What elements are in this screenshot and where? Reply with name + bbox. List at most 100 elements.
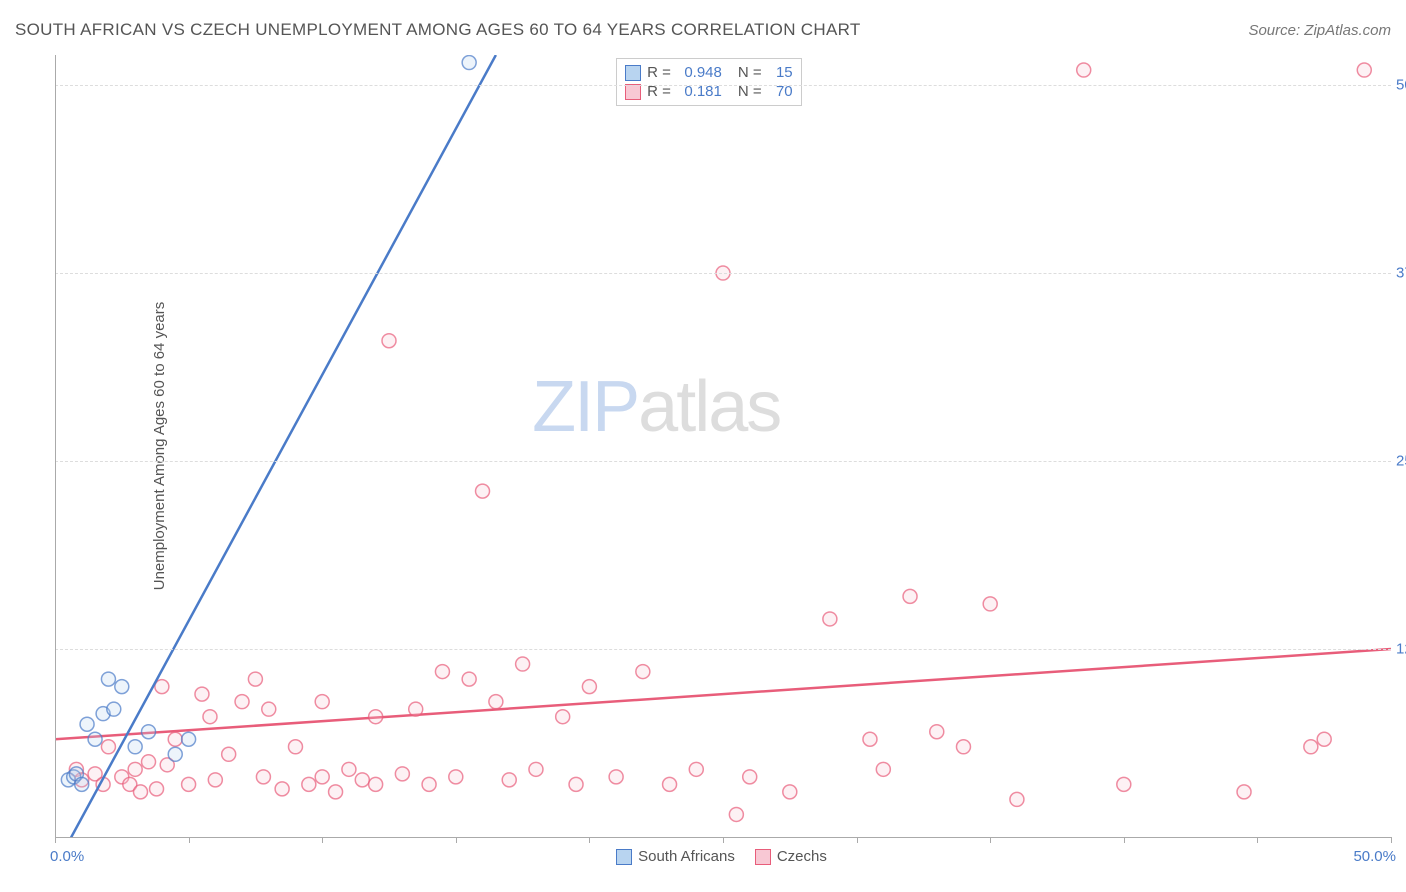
data-point-czechs	[956, 740, 970, 754]
data-point-czechs	[476, 484, 490, 498]
data-point-czechs	[409, 702, 423, 716]
data-point-czechs	[369, 777, 383, 791]
data-point-south-africans	[101, 672, 115, 686]
data-point-czechs	[449, 770, 463, 784]
data-point-czechs	[355, 773, 369, 787]
data-point-czechs	[636, 665, 650, 679]
data-point-south-africans	[128, 740, 142, 754]
source-attribution: Source: ZipAtlas.com	[1248, 22, 1391, 39]
y-tick-label: 12.5%	[1396, 641, 1406, 658]
grid-line	[55, 649, 1391, 650]
data-point-czechs	[342, 762, 356, 776]
trendline-south-africans	[55, 55, 496, 837]
data-point-czechs	[823, 612, 837, 626]
data-point-czechs	[1077, 63, 1091, 77]
y-tick-label: 37.5%	[1396, 265, 1406, 282]
bottom-legend: South Africans Czechs	[616, 848, 827, 865]
data-point-czechs	[930, 725, 944, 739]
data-point-czechs	[128, 762, 142, 776]
data-point-czechs	[556, 710, 570, 724]
data-point-czechs	[262, 702, 276, 716]
data-point-czechs	[329, 785, 343, 799]
n-label: N =	[738, 64, 762, 81]
data-point-czechs	[369, 710, 383, 724]
data-point-czechs	[168, 732, 182, 746]
data-point-czechs	[101, 740, 115, 754]
y-tick-label: 50.0%	[1396, 77, 1406, 94]
data-point-czechs	[529, 762, 543, 776]
correlation-stats-box: R = 0.948 N = 15 R = 0.181 N = 70	[616, 58, 802, 106]
data-point-czechs	[516, 657, 530, 671]
data-point-czechs	[1117, 777, 1131, 791]
data-point-czechs	[1304, 740, 1318, 754]
data-point-czechs	[1317, 732, 1331, 746]
grid-line	[55, 273, 1391, 274]
legend-label-south-africans: South Africans	[638, 848, 735, 865]
r-label: R =	[647, 64, 671, 81]
swatch-south-africans	[625, 65, 641, 81]
data-point-south-africans	[107, 702, 121, 716]
data-point-south-africans	[115, 680, 129, 694]
data-point-czechs	[134, 785, 148, 799]
data-point-czechs	[150, 782, 164, 796]
data-point-czechs	[315, 770, 329, 784]
swatch-czechs	[755, 849, 771, 865]
data-point-czechs	[582, 680, 596, 694]
data-point-czechs	[302, 777, 316, 791]
n-value-south-africans: 15	[768, 64, 793, 81]
data-point-czechs	[1237, 785, 1251, 799]
data-point-czechs	[235, 695, 249, 709]
data-point-czechs	[195, 687, 209, 701]
data-point-czechs	[315, 695, 329, 709]
swatch-south-africans	[616, 849, 632, 865]
grid-line	[55, 85, 1391, 86]
data-point-czechs	[275, 782, 289, 796]
data-point-south-africans	[88, 732, 102, 746]
data-point-czechs	[462, 672, 476, 686]
data-point-south-africans	[462, 56, 476, 70]
data-point-czechs	[876, 762, 890, 776]
data-point-south-africans	[168, 747, 182, 761]
chart-container: ZIPatlas R = 0.948 N = 15 R = 0.181 N = …	[55, 55, 1391, 837]
data-point-czechs	[182, 777, 196, 791]
data-point-czechs	[395, 767, 409, 781]
data-point-czechs	[489, 695, 503, 709]
data-point-south-africans	[142, 725, 156, 739]
data-point-czechs	[903, 589, 917, 603]
y-axis-line	[55, 55, 56, 837]
data-point-czechs	[863, 732, 877, 746]
chart-title: SOUTH AFRICAN VS CZECH UNEMPLOYMENT AMON…	[15, 20, 861, 40]
x-axis-min-label: 0.0%	[50, 848, 84, 865]
grid-line	[55, 461, 1391, 462]
r-value-south-africans: 0.948	[677, 64, 722, 81]
y-tick-label: 25.0%	[1396, 453, 1406, 470]
trendline-czechs	[55, 649, 1391, 739]
data-point-south-africans	[80, 717, 94, 731]
data-point-czechs	[422, 777, 436, 791]
data-point-czechs	[502, 773, 516, 787]
data-point-south-africans	[182, 732, 196, 746]
data-point-czechs	[729, 807, 743, 821]
data-point-czechs	[142, 755, 156, 769]
stats-row-south-africans: R = 0.948 N = 15	[625, 63, 793, 82]
data-point-czechs	[569, 777, 583, 791]
plot-area: ZIPatlas R = 0.948 N = 15 R = 0.181 N = …	[55, 55, 1391, 837]
x-tick	[1391, 837, 1392, 843]
data-point-czechs	[435, 665, 449, 679]
data-point-czechs	[663, 777, 677, 791]
data-point-czechs	[743, 770, 757, 784]
data-point-czechs	[609, 770, 623, 784]
data-point-czechs	[983, 597, 997, 611]
legend-label-czechs: Czechs	[777, 848, 827, 865]
legend-item-czechs: Czechs	[755, 848, 827, 865]
data-point-czechs	[248, 672, 262, 686]
data-point-czechs	[689, 762, 703, 776]
data-point-czechs	[208, 773, 222, 787]
data-point-czechs	[222, 747, 236, 761]
data-point-czechs	[1010, 792, 1024, 806]
data-point-czechs	[783, 785, 797, 799]
x-axis-max-label: 50.0%	[1353, 848, 1396, 865]
scatter-plot-svg	[55, 55, 1391, 837]
legend-item-south-africans: South Africans	[616, 848, 735, 865]
data-point-czechs	[256, 770, 270, 784]
